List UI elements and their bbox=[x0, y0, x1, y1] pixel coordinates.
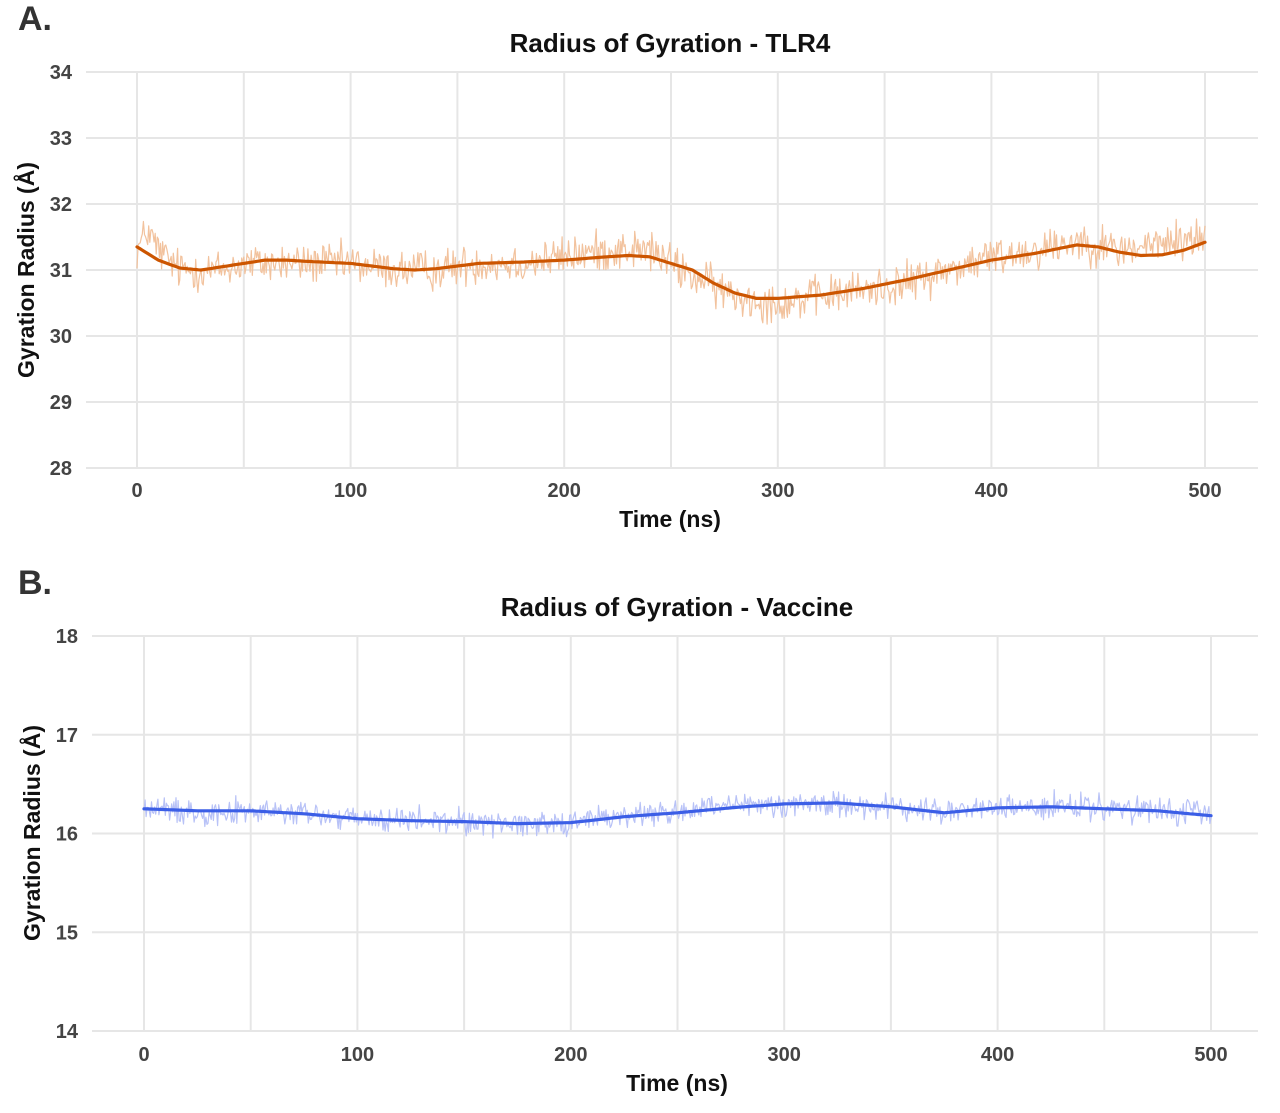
y-tick-label: 28 bbox=[50, 458, 72, 480]
y-tick-label: 33 bbox=[50, 128, 72, 150]
raw-trace-line bbox=[136, 218, 1206, 325]
x-tick-label: 0 bbox=[138, 1044, 149, 1066]
panel-a-x-ticks: 0 100 200 300 400 500 bbox=[131, 480, 1221, 502]
x-tick-label: 500 bbox=[1194, 1044, 1227, 1066]
panel-a-y-axis-label: Gyration Radius (Å) bbox=[12, 162, 39, 378]
x-tick-label: 200 bbox=[548, 480, 581, 502]
panel-b-x-ticks: 0 100 200 300 400 500 bbox=[138, 1044, 1227, 1066]
x-tick-label: 400 bbox=[981, 1044, 1014, 1066]
y-tick-label: 34 bbox=[50, 62, 73, 84]
y-tick-label: 14 bbox=[56, 1021, 79, 1043]
x-tick-label: 300 bbox=[768, 1044, 801, 1066]
panel-a-grid bbox=[86, 71, 1258, 469]
y-tick-label: 30 bbox=[50, 326, 72, 348]
x-tick-label: 0 bbox=[131, 480, 142, 502]
panel-a-x-axis-label: Time (ns) bbox=[619, 506, 721, 532]
panel-b-y-axis-label: Gyration Radius (Å) bbox=[18, 725, 45, 941]
panel-a-series bbox=[135, 218, 1207, 325]
x-tick-label: 300 bbox=[761, 480, 794, 502]
y-tick-label: 16 bbox=[56, 824, 78, 846]
smooth-trend-line bbox=[142, 801, 1213, 826]
y-tick-label: 32 bbox=[50, 194, 72, 216]
panel-a-title: Radius of Gyration - TLR4 bbox=[510, 28, 831, 58]
smooth-trend-line bbox=[135, 240, 1207, 300]
panel-a: A. Radius of Gyration - TLR4 28 29 30 31 32 3… bbox=[12, 0, 1258, 532]
y-tick-label: 15 bbox=[56, 922, 78, 944]
y-tick-label: 31 bbox=[50, 260, 72, 282]
panel-b-letter: B. bbox=[18, 564, 52, 602]
panel-a-letter: A. bbox=[18, 0, 52, 38]
y-tick-label: 18 bbox=[56, 626, 78, 648]
y-tick-label: 17 bbox=[56, 725, 78, 747]
panel-b-title: Radius of Gyration - Vaccine bbox=[501, 592, 854, 622]
x-tick-label: 200 bbox=[554, 1044, 587, 1066]
x-tick-label: 500 bbox=[1188, 480, 1221, 502]
panel-b-grid bbox=[92, 635, 1258, 1032]
y-tick-label: 29 bbox=[50, 392, 72, 414]
x-tick-label: 400 bbox=[975, 480, 1008, 502]
panel-a-y-ticks: 28 29 30 31 32 33 34 bbox=[50, 62, 73, 480]
panel-b-y-ticks: 14 15 16 17 18 bbox=[56, 626, 79, 1043]
panel-b: B. Radius of Gyration - Vaccine 14 15 16 17… bbox=[18, 564, 1258, 1096]
x-tick-label: 100 bbox=[334, 480, 367, 502]
panel-b-series bbox=[142, 788, 1213, 839]
panel-b-x-axis-label: Time (ns) bbox=[626, 1070, 728, 1096]
x-tick-label: 100 bbox=[341, 1044, 374, 1066]
